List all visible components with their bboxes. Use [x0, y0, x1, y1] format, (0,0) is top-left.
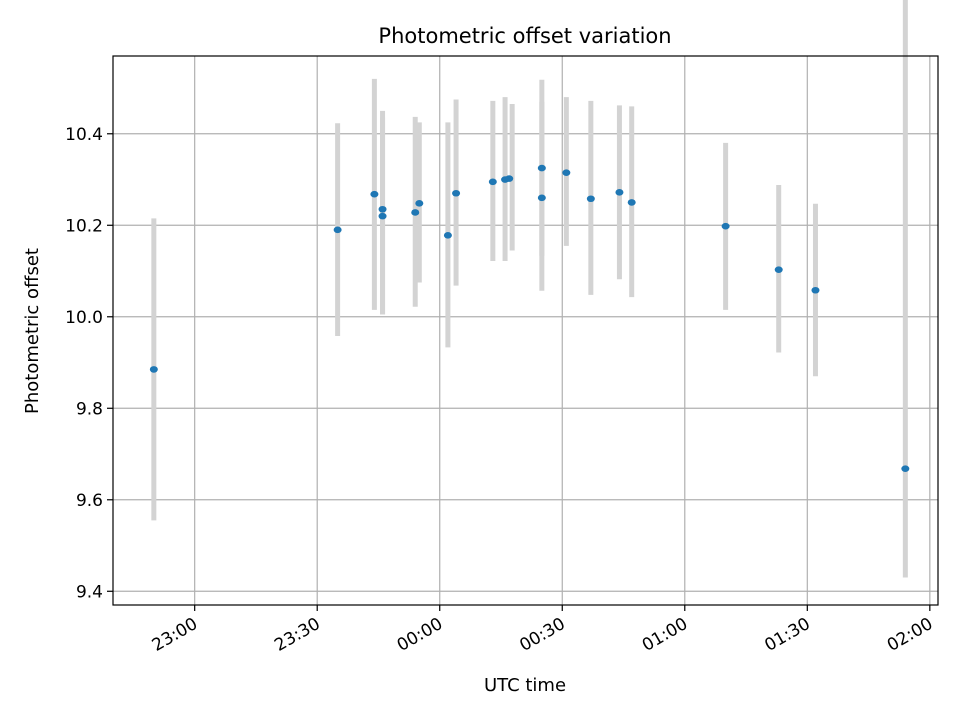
y-tick-label: 9.6	[76, 491, 103, 511]
x-tick-label: 01:30	[761, 614, 813, 656]
data-point	[149, 366, 158, 373]
data-point	[411, 209, 420, 216]
chart-title: Photometric offset variation	[378, 24, 671, 48]
y-tick-label: 10.0	[65, 308, 103, 328]
y-tick-label: 10.4	[65, 125, 103, 145]
data-point	[378, 205, 387, 213]
data-point	[370, 190, 379, 198]
data-point	[452, 189, 461, 197]
y-axis-label: Photometric offset	[22, 248, 43, 414]
x-axis-label: UTC time	[484, 675, 566, 696]
data-point	[505, 175, 514, 182]
grid-lines	[113, 56, 938, 605]
data-point	[562, 169, 571, 176]
data-points	[149, 164, 910, 472]
y-tick-label: 9.8	[76, 399, 103, 419]
data-point	[586, 195, 595, 203]
x-tick-label: 01:00	[639, 614, 691, 656]
x-tick-label: 00:00	[394, 614, 446, 656]
data-point	[488, 178, 497, 186]
data-point	[615, 189, 624, 196]
x-tick-label: 00:30	[516, 614, 568, 656]
x-tick-label: 23:00	[149, 614, 201, 656]
error-bars	[151, 0, 908, 578]
data-point	[721, 222, 730, 230]
x-axis-ticks: 23:00 23:30 00:00 00:30 01:00 01:30 02:00	[149, 605, 936, 656]
data-point	[774, 266, 783, 273]
y-tick-label: 9.4	[76, 582, 103, 602]
data-point	[627, 199, 636, 206]
x-tick-label: 23:30	[271, 614, 323, 656]
data-point	[537, 194, 546, 202]
data-point	[415, 200, 424, 207]
y-tick-label: 10.2	[65, 216, 103, 236]
data-point	[537, 164, 546, 172]
data-point	[378, 212, 387, 220]
x-tick-label: 02:00	[884, 614, 936, 656]
data-point	[333, 226, 342, 234]
data-point	[443, 232, 452, 239]
plot-frame	[112, 55, 939, 606]
y-axis-ticks: 9.4 9.6 9.8 10.0 10.2 10.4	[65, 125, 113, 602]
data-point	[811, 286, 820, 294]
data-point	[901, 465, 910, 472]
